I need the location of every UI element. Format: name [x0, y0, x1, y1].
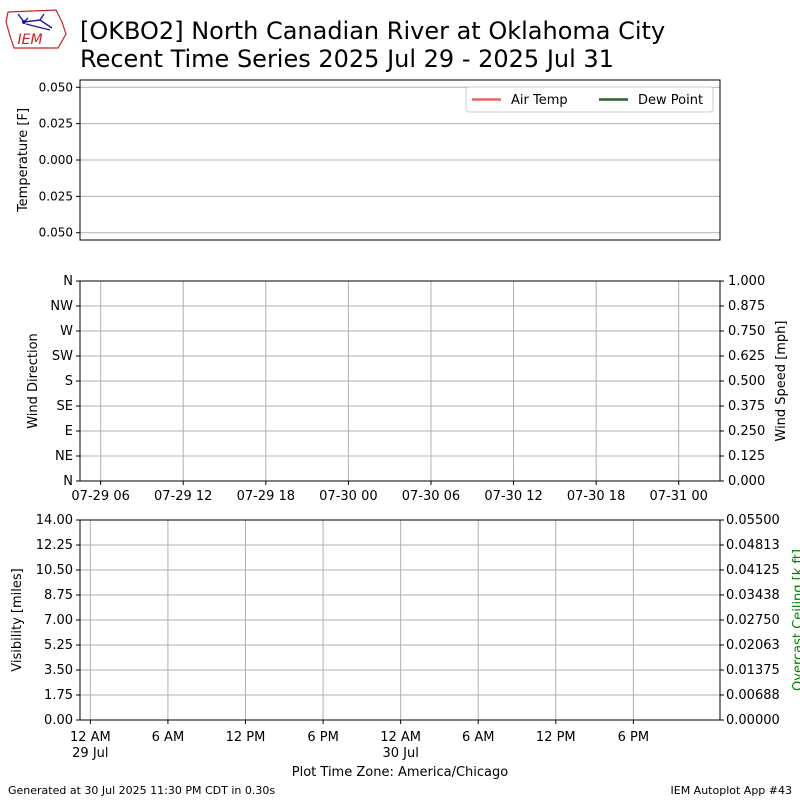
- vis-ytick-label: 1.75: [44, 688, 73, 703]
- temp-ytick-label: 0.000: [39, 153, 73, 167]
- ceiling-ytick-label: 0.04813: [726, 538, 780, 553]
- vis-ytick-label: 0.00: [44, 713, 73, 728]
- legend-label-1: Dew Point: [638, 93, 703, 108]
- wind-ytick-label: NE: [55, 449, 73, 464]
- vis-xtick-date-label: 30 Jul: [382, 746, 418, 761]
- wind-y2tick-label: 1.000: [728, 274, 765, 289]
- chart-title-line2: Recent Time Series 2025 Jul 29 - 2025 Ju…: [80, 45, 614, 73]
- wind-y2tick-label: 0.375: [728, 399, 765, 414]
- wind-xtick-label: 07-29 06: [71, 489, 129, 504]
- ceiling-ylabel: Overcast Ceiling [k ft]: [791, 549, 800, 691]
- legend-label-0: Air Temp: [511, 93, 568, 108]
- ceiling-ytick-label: 0.04125: [726, 563, 780, 578]
- vis-xtick-date-label: 29 Jul: [72, 746, 108, 761]
- wind-ytick-label: W: [60, 324, 73, 339]
- ceiling-ytick-label: 0.05500: [726, 513, 780, 528]
- wind-plot-frame: [79, 280, 721, 482]
- wind-ytick-label: N: [63, 474, 73, 489]
- wind-xtick-label: 07-30 06: [402, 489, 460, 504]
- vis-ytick-label: 8.75: [44, 588, 73, 603]
- vis-ytick-label: 12.25: [36, 538, 73, 553]
- vis-xtick-label: 12 AM: [380, 730, 421, 745]
- wind-xtick-label: 07-31 00: [649, 489, 707, 504]
- iowa-state-outline-icon: [5, 9, 67, 49]
- wind-ytick-label: SE: [57, 399, 73, 414]
- vis-ytick-label: 3.50: [44, 663, 73, 678]
- temperature-panel: 0.050 0.025 0.000 0.025 0.050 Temperature [F]…: [16, 79, 721, 241]
- app-credit: IEM Autoplot App #43: [671, 784, 793, 797]
- wind-ylabel: Wind Direction: [26, 333, 41, 429]
- wind-xtick-label: 07-30 12: [484, 489, 542, 504]
- temp-ytick-label: 0.025: [39, 117, 73, 131]
- ceiling-ytick-label: 0.03438: [726, 588, 780, 603]
- wind-y2tick-label: 0.500: [728, 374, 765, 389]
- wind-y2tick-label: 0.625: [728, 349, 765, 364]
- wind-ytick-label: SW: [52, 349, 73, 364]
- ceiling-ytick-label: 0.02063: [726, 638, 780, 653]
- wind-ytick-label: NW: [50, 299, 73, 314]
- station-dot-icon: [22, 20, 26, 24]
- wind-panel: N 1.000 NW 0.875 W 0.750 SW 0.625 S 0.500 SE 0.375 E…: [26, 274, 789, 504]
- ceiling-ytick-label: 0.02750: [726, 613, 780, 628]
- vis-xtick-label: 6 PM: [307, 730, 338, 745]
- temp-plot-frame: [79, 79, 721, 241]
- wind-ytick-label: E: [65, 424, 73, 439]
- wind-y2tick-label: 0.750: [728, 324, 765, 339]
- wind-y2label: Wind Speed [mph]: [774, 321, 789, 442]
- chart-title-line1: [OKBO2] North Canadian River at Oklahoma…: [80, 17, 665, 45]
- wind-ytick-label: S: [65, 374, 73, 389]
- iem-logo: IEM: [5, 9, 67, 49]
- vis-ytick-label: 7.00: [44, 613, 73, 628]
- temp-legend: Air Temp Dew Point: [465, 86, 714, 113]
- ceiling-ytick-label: 0.01375: [726, 663, 780, 678]
- temp-ytick-label: 0.050: [39, 226, 73, 240]
- wind-y2tick-label: 0.250: [728, 424, 765, 439]
- timezone-xlabel: Plot Time Zone: America/Chicago: [292, 765, 508, 780]
- vis-ytick-label: 14.00: [36, 513, 73, 528]
- vis-xtick-label: 6 AM: [152, 730, 185, 745]
- temp-ylabel: Temperature [F]: [16, 108, 31, 213]
- vis-xtick-label: 12 AM: [70, 730, 111, 745]
- vis-ytick-label: 5.25: [44, 638, 73, 653]
- ceiling-ytick-label: 0.00688: [726, 688, 780, 703]
- wind-xtick-label: 07-30 00: [319, 489, 377, 504]
- wind-y2tick-label: 0.000: [728, 474, 765, 489]
- vis-plot-frame: [79, 519, 721, 721]
- vis-xtick-label: 6 AM: [462, 730, 495, 745]
- ceiling-ytick-label: 0.00000: [726, 713, 780, 728]
- vis-xtick-label: 6 PM: [618, 730, 649, 745]
- temp-ytick-label: 0.050: [39, 80, 73, 94]
- vis-xtick-label: 12 PM: [536, 730, 576, 745]
- wind-xtick-label: 07-29 18: [237, 489, 295, 504]
- vis-ylabel: Visibility [miles]: [10, 568, 25, 671]
- generated-timestamp: Generated at 30 Jul 2025 11:30 PM CDT in…: [8, 784, 275, 797]
- legend-box: [465, 86, 714, 113]
- wind-ytick-label: N: [63, 274, 73, 289]
- river-network-icon: [17, 13, 53, 31]
- wind-y2tick-label: 0.125: [728, 449, 765, 464]
- logo-text: IEM: [17, 32, 42, 48]
- wind-xtick-label: 07-30 18: [567, 489, 625, 504]
- wind-xtick-label: 07-29 12: [154, 489, 212, 504]
- wind-y2tick-label: 0.875: [728, 299, 765, 314]
- temp-ytick-label: 0.025: [39, 189, 73, 203]
- visibility-panel: 14.00 0.05500 12.25 0.04813 10.50 0.04125 8.75…: [10, 513, 800, 780]
- vis-ytick-label: 10.50: [36, 563, 73, 578]
- vis-xtick-label: 12 PM: [226, 730, 266, 745]
